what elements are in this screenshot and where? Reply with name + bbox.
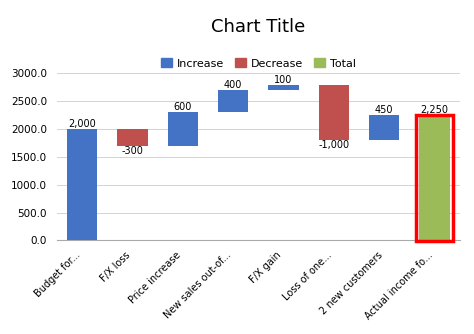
Text: -300: -300 xyxy=(121,146,143,156)
Bar xyxy=(419,115,450,240)
Bar xyxy=(218,90,248,113)
Bar xyxy=(268,85,299,90)
Text: 600: 600 xyxy=(173,103,192,113)
Bar xyxy=(369,115,399,140)
Text: 450: 450 xyxy=(375,105,393,115)
Bar xyxy=(168,113,198,146)
Text: 100: 100 xyxy=(274,74,293,85)
Text: 400: 400 xyxy=(224,80,242,90)
Bar xyxy=(117,129,147,146)
Legend: Increase, Decrease, Total: Increase, Decrease, Total xyxy=(157,54,360,73)
Bar xyxy=(319,85,349,140)
Bar xyxy=(417,115,453,240)
Bar xyxy=(67,129,97,240)
Text: 2,250: 2,250 xyxy=(420,105,448,115)
Text: -1,000: -1,000 xyxy=(319,140,349,150)
Text: 2,000: 2,000 xyxy=(68,119,96,129)
Title: Chart Title: Chart Title xyxy=(211,18,305,36)
